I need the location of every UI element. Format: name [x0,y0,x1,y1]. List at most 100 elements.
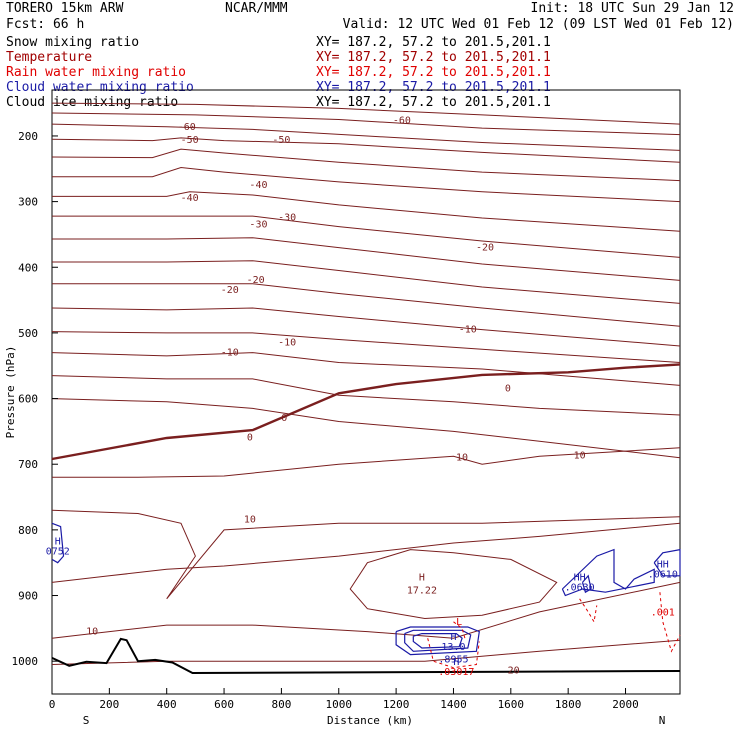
legend-label-cloud-water: Cloud water mixing ratio [6,80,194,95]
isotherm-line [51,639,681,665]
freezing-level-line [51,363,681,461]
isotherm-line [51,331,681,363]
isotherm-label: -10 [221,347,239,358]
cloud-water-max-value: .0630 [565,582,595,593]
freezing-level [51,363,681,461]
rain-water-max-value: .001 [651,607,675,618]
cloud-water-contour [404,629,472,652]
isotherm-line [52,191,681,232]
isotherm-label: -30 [278,213,296,224]
isotherm-label: -50 [181,135,199,146]
y-tick-label: 800 [18,524,38,537]
isotherm-label: 0 [505,383,511,394]
isotherm-label: -60 [178,122,196,133]
x-tick-label: 1000 [326,698,353,711]
isotherm-label: 0 [281,413,287,424]
y-tick-label: 600 [18,393,38,406]
x-tick-label: 1200 [383,698,410,711]
isotherm-label: 10 [244,515,256,526]
legend-label-temperature: Temperature [6,50,92,65]
rain-water-max-value: .03017 [438,667,474,678]
temp-min-label: L [456,617,462,628]
cloud-water-max-label: H [55,536,61,547]
isotherm-label: -50 [272,135,290,146]
x-tick-label: 1600 [498,698,525,711]
y-tick-label: 500 [18,327,38,340]
cloud-water-max-label: HH [574,572,586,583]
y-tick-label: 1000 [12,655,39,668]
cloud-water-max-value: .0610 [648,569,678,580]
isotherm-line [51,509,681,600]
isotherm-label: -30 [249,219,267,230]
isotherm-label: 10 [86,626,98,637]
plot-frame [51,89,681,695]
init-time: Init: 18 UTC Sun 29 Jan 12 [531,1,735,16]
center-title: NCAR/MMM [225,1,288,16]
legend-xy-snow: XY= 187.2, 57.2 to 201.5,201.1 [316,35,551,50]
isotherm-line [52,260,681,304]
legend-label-rain: Rain water mixing ratio [6,65,186,80]
legend-xy-temperature: XY= 187.2, 57.2 to 201.5,201.1 [316,50,551,65]
isotherm-label: -20 [221,285,239,296]
isotherm-label: -40 [249,180,267,191]
cloud-water-max-value: 0752 [46,546,70,557]
x-end-label-south: S [83,714,90,727]
y-tick-label: 400 [18,261,38,274]
legend-xy-rain: XY= 187.2, 57.2 to 201.5,201.1 [316,65,551,80]
isotherm-line [51,581,681,639]
temp-max-value: 17.22 [407,585,437,596]
legend: Snow mixing ratio XY= 187.2, 57.2 to 201… [6,35,551,110]
x-end-label-north: N [659,714,666,727]
isotherm-line [52,447,681,478]
y-tick-label: 300 [18,196,38,209]
isotherm-line [51,307,681,347]
isotherm-line [52,166,681,203]
cloud-water-contour [561,548,655,597]
isotherm-label: -10 [459,324,477,335]
isotherm-line [52,237,681,281]
isotherm-label: 10 [574,450,586,461]
isotherm-label: -10 [278,337,296,348]
cloud-water-max-value: 13.0 [441,642,465,653]
isotherm-label: -40 [181,193,199,204]
cloud-water-max-label: H [450,632,456,643]
model-title: TORERO 15km ARW [6,1,124,16]
axes: 0 200 400 600 800 1000 1200 1400 1600 1800 2000200… [12,130,639,711]
x-tick-label: 400 [157,698,177,711]
x-tick-label: 0 [49,698,56,711]
isotherm-line [51,352,681,386]
isotherm-label: -60 [393,116,411,127]
terrain-profile [51,637,681,675]
isotherm-label: 0 [247,433,253,444]
y-axis-title: Pressure (hPa) [4,346,17,439]
temp-max-label: H [419,572,425,583]
cloud-water-contour [412,633,463,649]
cloud-water-contour [653,548,681,577]
isotherm-line [51,398,681,459]
x-tick-label: 1400 [440,698,467,711]
legend-xy-cloud-ice: XY= 187.2, 57.2 to 201.5,201.1 [316,95,551,110]
rain-water-contours [427,592,681,669]
isotherm-line [52,283,681,327]
isotherm-line [52,215,681,258]
x-tick-label: 600 [214,698,234,711]
cloud-water-max-value: .8955 [438,655,468,666]
x-tick-label: 800 [271,698,291,711]
valid-time: Valid: 12 UTC Wed 01 Feb 12 (09 LST Wed … [343,17,734,32]
y-tick-label: 200 [18,130,38,143]
warm-closed-contour [349,549,558,620]
isotherm-line [51,137,681,163]
legend-label-snow: Snow mixing ratio [6,35,139,50]
x-axis-title: Distance (km) [327,714,413,727]
isotherm-label: 20 [508,666,520,677]
isotherm-line [51,148,681,182]
cloud-water-contours [51,522,681,656]
isotherm-line [51,522,681,583]
legend-label-cloud-ice: Cloud ice mixing ratio [6,95,178,110]
rain-water-contour [427,638,480,669]
terrain-line [51,637,681,675]
x-tick-label: 200 [99,698,119,711]
forecast-hour: Fcst: 66 h [6,17,84,32]
cloud-water-max-label: HH [657,559,669,570]
isotherm-label: 10 [456,452,468,463]
